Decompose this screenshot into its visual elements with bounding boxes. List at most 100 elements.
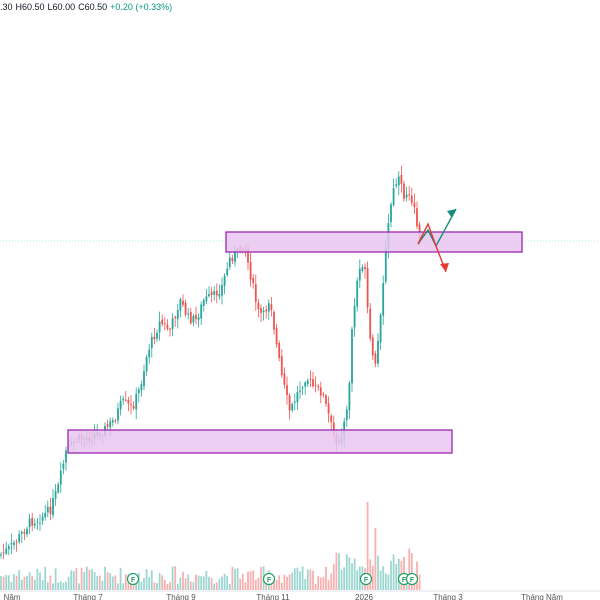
volume-bar xyxy=(309,569,312,590)
x-tick-label: Tháng 7 xyxy=(73,593,103,600)
candle xyxy=(228,251,231,271)
volume-bar xyxy=(379,570,382,590)
resistance-zone[interactable] xyxy=(225,231,523,253)
candle xyxy=(13,539,15,550)
volume-bar xyxy=(93,572,96,590)
candle xyxy=(260,304,262,323)
fundamental-badge[interactable]: F xyxy=(262,572,276,586)
fundamental-badge[interactable]: F xyxy=(405,572,419,586)
bearish-scenario-arrow[interactable] xyxy=(417,222,449,273)
ohlc-open: .30 xyxy=(0,2,13,12)
volume-bar xyxy=(72,571,75,590)
volume-bar xyxy=(5,575,8,590)
volume-bar xyxy=(301,566,304,590)
candle xyxy=(408,186,411,201)
candle xyxy=(197,313,200,328)
candle xyxy=(150,332,153,358)
candle xyxy=(273,310,275,335)
candle xyxy=(20,530,23,544)
volume-bar xyxy=(26,575,28,590)
volume-bar xyxy=(119,567,122,590)
candle xyxy=(345,405,348,427)
volume-bar xyxy=(273,576,275,590)
volume-bar xyxy=(348,557,351,590)
ohlc-change: +0.20 (+0.33%) xyxy=(110,2,173,12)
volume-bar xyxy=(280,582,283,590)
candle xyxy=(163,317,166,331)
candle xyxy=(202,298,205,312)
volume-bar xyxy=(291,572,294,590)
candle xyxy=(369,303,372,342)
candle xyxy=(319,381,322,404)
candle xyxy=(364,263,366,279)
candle xyxy=(15,539,18,552)
candle xyxy=(106,419,109,430)
bullish-scenario-arrow[interactable] xyxy=(417,208,457,248)
candle xyxy=(361,264,364,273)
candle xyxy=(130,395,132,415)
candle xyxy=(301,385,304,395)
volume-bar xyxy=(104,566,106,590)
candle xyxy=(327,396,330,423)
candle xyxy=(377,333,379,367)
candle xyxy=(374,350,377,368)
volume-bar xyxy=(23,576,26,590)
volume-bar xyxy=(83,572,86,590)
candle xyxy=(252,274,255,289)
volume-bar xyxy=(192,582,195,590)
volume-bar xyxy=(249,571,252,590)
candle xyxy=(156,329,158,342)
x-tick-label: Tháng 11 xyxy=(256,593,290,600)
volume-bar xyxy=(358,566,361,590)
volume-bar xyxy=(395,564,398,590)
volume-bar xyxy=(85,566,88,590)
candle xyxy=(52,488,54,519)
candle xyxy=(304,380,307,395)
volume-bar xyxy=(200,576,203,590)
candle xyxy=(158,311,161,341)
candle xyxy=(267,299,270,320)
support-zone[interactable] xyxy=(67,429,453,454)
candle xyxy=(397,171,400,195)
volume-bar xyxy=(36,568,39,590)
candle xyxy=(182,294,184,308)
volume-bar xyxy=(111,576,114,590)
candle xyxy=(171,313,174,337)
volume-bar xyxy=(382,566,385,590)
candle xyxy=(145,355,148,376)
volume-bar xyxy=(228,583,231,590)
svg-text:F: F xyxy=(410,577,415,584)
volume-bar xyxy=(163,580,166,590)
volume-bar xyxy=(213,583,216,590)
candle xyxy=(153,328,156,345)
volume-bar xyxy=(286,576,288,590)
candle xyxy=(231,254,234,265)
x-tick-label: Tháng 3 xyxy=(433,593,463,600)
volume-bar xyxy=(0,576,2,590)
x-tick-label: Tháng Năm xyxy=(521,593,563,600)
candle xyxy=(226,262,229,277)
volume-bar xyxy=(20,579,23,590)
volume-bar xyxy=(392,554,395,590)
candle xyxy=(213,286,216,301)
candle xyxy=(351,326,353,392)
svg-text:F: F xyxy=(364,577,369,584)
volume-bar xyxy=(65,581,67,590)
fundamental-badge[interactable]: F xyxy=(126,572,140,586)
volume-bar xyxy=(28,572,31,590)
volume-bar xyxy=(283,574,286,590)
candle xyxy=(405,186,408,202)
volume-bar xyxy=(319,577,322,590)
candle xyxy=(59,462,62,494)
volume-bar xyxy=(317,576,320,590)
candle xyxy=(5,541,8,556)
volume-bar xyxy=(156,583,158,590)
volume-bar xyxy=(418,574,421,590)
fundamental-badge[interactable]: F xyxy=(359,572,373,586)
candle xyxy=(400,165,403,193)
candle xyxy=(44,505,47,521)
volume-bar xyxy=(275,579,278,590)
